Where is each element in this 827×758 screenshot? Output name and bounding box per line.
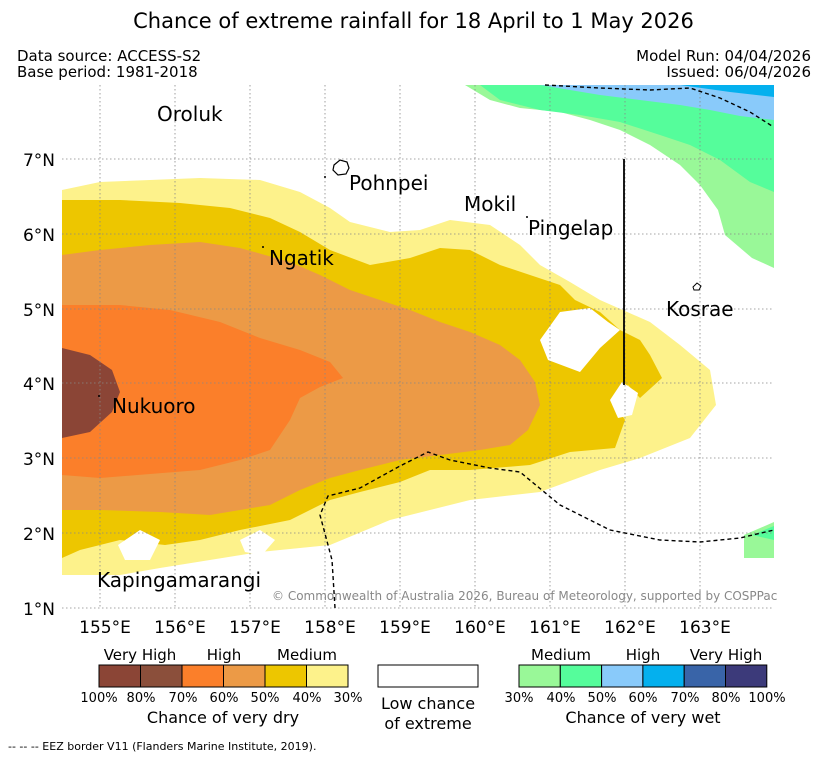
legend-tick: 30% (334, 691, 363, 706)
lon-label: 155°E (79, 618, 131, 638)
legend-swatch (181, 664, 224, 688)
lat-label: 6°N (23, 226, 55, 246)
lon-label: 157°E (229, 618, 281, 638)
lon-label: 162°E (604, 618, 656, 638)
lat-label: 5°N (23, 301, 55, 321)
legend-category: High (207, 646, 241, 664)
legend-swatch (223, 664, 266, 688)
map-fields (62, 85, 774, 575)
legend-swatch (601, 664, 644, 688)
wet-70-region (680, 85, 774, 97)
model-run: Model Run: 04/04/2026 (636, 47, 811, 65)
legend-low-line2: of extreme (384, 714, 471, 733)
pohnpei-island-icon (332, 159, 350, 176)
legend-tick: 100% (80, 691, 117, 706)
legend-category: Medium (531, 646, 591, 664)
latitude-labels: 7°N 6°N 5°N 4°N 3°N 2°N 1°N (23, 151, 55, 620)
base-period: Base period: 1981-2018 (17, 63, 198, 81)
legend-tick: 60% (210, 691, 239, 706)
legend-tick: 40% (293, 691, 322, 706)
legend-tick: 70% (671, 691, 700, 706)
legend-tick: 80% (712, 691, 741, 706)
wet-40-region (480, 85, 774, 192)
legend-tick: 60% (629, 691, 658, 706)
legend-low: Low chance of extreme (377, 664, 479, 733)
dry-80-region (62, 348, 120, 438)
kosrae-island-icon (692, 282, 702, 291)
place-label: Pohnpei (349, 171, 429, 195)
lon-label: 159°E (379, 618, 431, 638)
nukuoro-island-icon (98, 395, 100, 397)
dry-60-region (62, 305, 343, 478)
ngatik-island-icon (262, 246, 264, 248)
legend-category: Medium (277, 646, 337, 664)
place-label: Pingelap (528, 216, 613, 240)
legend-tick: 100% (748, 691, 785, 706)
legend-wet-label: Chance of very wet (565, 708, 720, 727)
lon-label: 158°E (304, 618, 356, 638)
lat-label: 2°N (23, 525, 55, 545)
legend-swatch (642, 664, 685, 688)
lat-label: 7°N (23, 151, 55, 171)
data-source: Data source: ACCESS-S2 (17, 47, 202, 65)
place-label: Ngatik (269, 246, 334, 270)
lon-label: 161°E (529, 618, 581, 638)
lat-label: 1°N (23, 600, 55, 620)
wet-60-region (540, 85, 774, 120)
wet-30-region-2 (744, 522, 774, 558)
legend-category: High (626, 646, 660, 664)
copyright-text: © Commonwealth of Australia 2026, Bureau… (272, 589, 777, 603)
legend-swatch (98, 664, 141, 688)
low-chance-region-2 (610, 382, 638, 418)
legend-swatch (140, 664, 183, 688)
longitude-labels: 155°E 156°E 157°E 158°E 159°E 160°E 161°… (79, 618, 731, 638)
place-label: Oroluk (157, 102, 223, 126)
place-label: Kapingamarangi (97, 568, 261, 592)
legend-tick: 70% (169, 691, 198, 706)
legend-swatch (306, 664, 349, 688)
low-chance-region-3 (240, 530, 275, 555)
eez-border (319, 84, 775, 609)
legend-tick: 30% (505, 691, 534, 706)
place-label: Nukuoro (112, 394, 196, 418)
gridlines (62, 85, 774, 609)
legend-tick: 50% (588, 691, 617, 706)
legend-tick: 80% (127, 691, 156, 706)
place-label: Kosrae (666, 297, 734, 321)
lat-label: 4°N (23, 375, 55, 395)
legend-swatch (725, 664, 768, 688)
place-label: Mokil (464, 192, 516, 216)
low-chance-region (540, 308, 620, 372)
lon-label: 160°E (454, 618, 506, 638)
legend-tick: 40% (547, 691, 576, 706)
issued-date: Issued: 06/04/2026 (666, 63, 811, 81)
legend-low-line1: Low chance (381, 694, 475, 713)
legend-dry-label: Chance of very dry (147, 708, 299, 727)
legend-tick: 50% (251, 691, 280, 706)
legend-swatch (559, 664, 603, 688)
low-chance-region-4 (118, 530, 160, 560)
low-chance-swatch (377, 664, 479, 688)
island-dot (324, 176, 326, 178)
legend-swatch (264, 664, 307, 688)
legend-dry: Very High High Medium 100% 80% 70% 60% 5… (80, 646, 362, 727)
legend-wet: Medium High Very High 30% 40% 50% 60% 70… (505, 646, 786, 727)
lat-label: 3°N (23, 450, 55, 470)
legend-swatch (518, 664, 561, 688)
mokil-island-icon (526, 216, 528, 218)
lon-label: 163°E (679, 618, 731, 638)
legend-category: Very High (104, 646, 177, 664)
map-title: Chance of extreme rainfall for 18 April … (133, 9, 694, 33)
legend-category: Very High (690, 646, 763, 664)
eez-footnote: -- -- -- EEZ border V11 (Flanders Marine… (8, 740, 316, 753)
legend-swatch (683, 664, 727, 688)
lon-label: 156°E (154, 618, 206, 638)
